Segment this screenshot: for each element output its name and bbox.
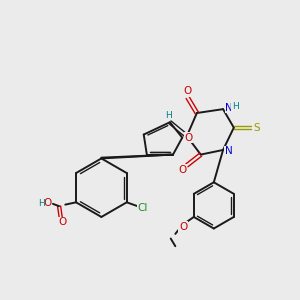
Text: O: O xyxy=(178,165,186,175)
Text: H: H xyxy=(232,102,239,111)
Text: O: O xyxy=(58,217,66,227)
Text: S: S xyxy=(254,123,260,133)
Text: N: N xyxy=(225,103,233,112)
Text: N: N xyxy=(225,146,232,157)
Text: H: H xyxy=(38,199,45,208)
Text: O: O xyxy=(184,133,193,142)
Text: O: O xyxy=(184,86,192,96)
Text: H: H xyxy=(165,111,172,120)
Text: O: O xyxy=(179,222,187,232)
Text: Cl: Cl xyxy=(138,203,148,214)
Text: O: O xyxy=(44,198,52,208)
